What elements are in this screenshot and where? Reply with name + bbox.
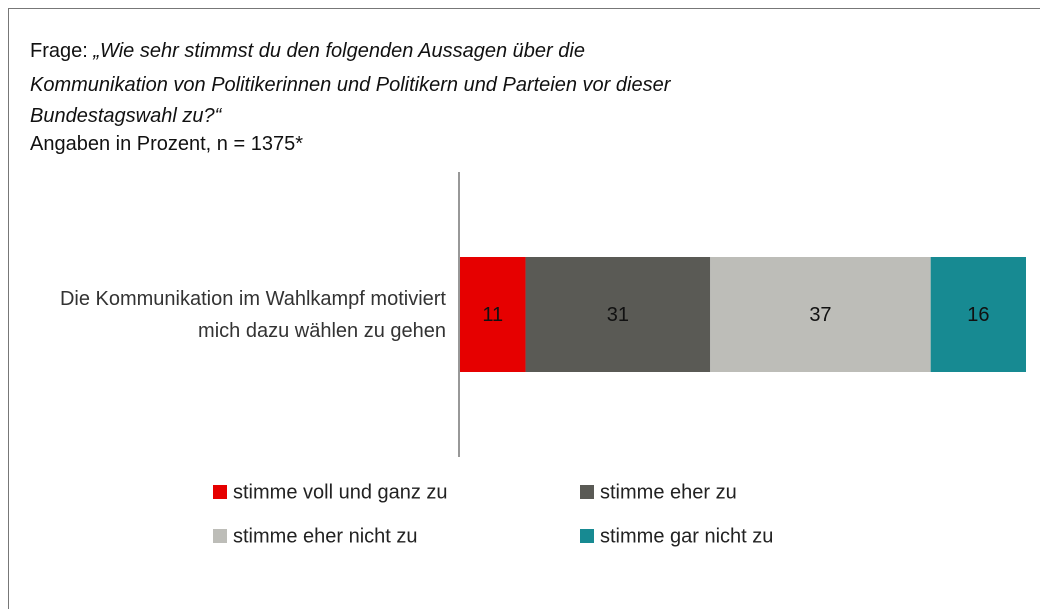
legend-label: stimme gar nicht zu (600, 525, 773, 547)
frame (8, 8, 1040, 609)
question-line: Kommunikation von Politikerinnen und Pol… (30, 68, 670, 102)
question: „Wie sehr stimmst du den folgenden Aussa… (93, 40, 585, 62)
category-label: Die Kommunikation im Wahlkampf motiviert… (59, 288, 446, 342)
bar-segment (930, 257, 1026, 372)
question-line: Frage: „Wie sehr stimmst du den folgende… (30, 34, 670, 68)
legend-label: stimme eher nicht zu (233, 525, 418, 547)
page: Frage: „Wie sehr stimmst du den folgende… (8, 8, 1040, 609)
header: Frage: „Wie sehr stimmst du den folgende… (30, 34, 670, 158)
legend-swatch (213, 529, 227, 543)
bar-segment (710, 257, 931, 372)
data-label: 16 (967, 304, 989, 326)
subtitle-prefix: Frage: (30, 40, 88, 62)
note: Angaben in Prozent, n = 1375* (30, 133, 303, 155)
chart: 11 31 37 16 stimme voll und ganz zu stimme eh… (213, 172, 1026, 547)
legend-swatch (580, 485, 594, 499)
legend-label: stimme voll und ganz zu (233, 481, 448, 503)
question: Kommunikation von Politikerinnen und Pol… (30, 74, 671, 96)
bar-segment (460, 257, 526, 372)
question-line: Bundestagswahl zu?“ (30, 102, 670, 130)
legend-label: stimme eher zu (600, 481, 737, 503)
data-label: 37 (809, 304, 831, 326)
legend-swatch (580, 529, 594, 543)
data-label: 11 (482, 304, 503, 326)
data-label: 31 (607, 304, 629, 326)
question: Bundestagswahl zu?“ (30, 105, 222, 127)
bar-segment (525, 257, 711, 372)
legend-swatch (213, 485, 227, 499)
